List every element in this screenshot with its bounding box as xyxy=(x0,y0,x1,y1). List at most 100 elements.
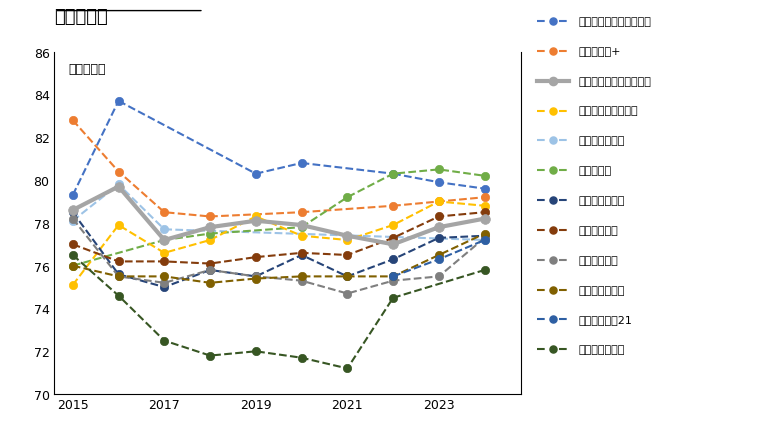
住友不動産販売 xyxy=(251,276,261,282)
Line: 大京穴吹不動産: 大京穴吹不動産 xyxy=(68,181,169,234)
三井のリハウス xyxy=(342,274,352,279)
センチュリー21 xyxy=(388,274,398,279)
大京穴吹不動産 xyxy=(114,182,123,187)
東急リバブル xyxy=(388,236,398,241)
東急リバブル xyxy=(159,259,169,265)
Text: 近鉄の仲介: 近鉄の仲介 xyxy=(579,166,612,176)
福屋不動産販売 xyxy=(205,353,215,358)
三井のリハウス xyxy=(205,268,215,273)
野村の仲介+ xyxy=(205,214,215,219)
東急リバブル xyxy=(205,261,215,267)
東急リバブル xyxy=(297,251,307,256)
三井のリハウス xyxy=(480,233,489,239)
Line: 東急リバブル: 東急リバブル xyxy=(68,208,489,268)
長谷工の仲介 xyxy=(434,274,443,279)
三井住友トラスト不動産 xyxy=(480,216,489,222)
Text: センチュリー21: センチュリー21 xyxy=(579,315,633,325)
大成有楽不動産販売 xyxy=(388,223,398,228)
住友不動産販売 xyxy=(205,280,215,286)
長谷工の仲介 xyxy=(114,274,123,279)
三井のリハウス xyxy=(297,253,307,258)
Text: 長谷工の仲介: 長谷工の仲介 xyxy=(579,255,619,265)
大成有楽不動産販売 xyxy=(342,238,352,243)
住友不動産販売 xyxy=(388,274,398,279)
東急リバブル xyxy=(480,210,489,215)
大成有楽不動産販売 xyxy=(159,251,169,256)
福屋不動産販売 xyxy=(342,366,352,371)
福屋不動産販売 xyxy=(388,296,398,301)
Line: 大成有楽不動産販売: 大成有楽不動産販売 xyxy=(68,198,489,290)
大成有楽不動産販売 xyxy=(205,238,215,243)
住友不動産販売 xyxy=(297,274,307,279)
大成有楽不動産販売 xyxy=(297,233,307,239)
三井住友トラスト不動産 xyxy=(68,208,78,213)
野村の仲介+ xyxy=(159,210,169,215)
住友不動産販売 xyxy=(159,274,169,279)
三井のリハウス xyxy=(68,210,78,215)
長谷工の仲介 xyxy=(342,291,352,297)
東急リバブル xyxy=(114,259,123,265)
長谷工の仲介 xyxy=(480,236,489,241)
Text: 野村の仲介+: 野村の仲介+ xyxy=(579,47,622,57)
住友不動産販売 xyxy=(114,274,123,279)
大成有楽不動産販売 xyxy=(68,283,78,288)
大成有楽不動産販売 xyxy=(480,204,489,209)
センチュリー21 xyxy=(480,238,489,243)
住友林業ホームサービス xyxy=(114,99,123,104)
大成有楽不動産販売 xyxy=(434,199,443,205)
住友不動産販売 xyxy=(68,263,78,268)
大京穴吹不動産 xyxy=(159,227,169,233)
三井のリハウス xyxy=(251,274,261,279)
Text: 福屋不動産販売: 福屋不動産販売 xyxy=(579,345,626,354)
東急リバブル xyxy=(68,242,78,247)
野村の仲介+ xyxy=(114,170,123,175)
住友林業ホームサービス xyxy=(68,193,78,198)
Text: マンション: マンション xyxy=(54,8,108,26)
住友不動産販売 xyxy=(480,231,489,237)
長谷工の仲介 xyxy=(159,280,169,286)
三井住友トラスト不動産 xyxy=(114,184,123,190)
三井住友トラスト不動産 xyxy=(205,225,215,230)
三井のリハウス xyxy=(114,272,123,277)
大京穴吹不動産 xyxy=(68,219,78,224)
Text: 住友不動産販売: 住友不動産販売 xyxy=(579,285,626,295)
三井住友トラスト不動産 xyxy=(159,238,169,243)
大成有楽不動産販売 xyxy=(114,223,123,228)
Line: 住友林業ホームサービス: 住友林業ホームサービス xyxy=(68,98,123,200)
長谷工の仲介 xyxy=(205,268,215,273)
Text: 三井のリハウス: 三井のリハウス xyxy=(579,196,626,205)
三井住友トラスト不動産 xyxy=(297,223,307,228)
長谷工の仲介 xyxy=(297,279,307,284)
三井住友トラスト不動産 xyxy=(251,219,261,224)
Line: 三井住友トラスト不動産: 三井住友トラスト不動産 xyxy=(68,182,489,250)
三井住友トラスト不動産 xyxy=(342,233,352,239)
三井のリハウス xyxy=(388,257,398,262)
三井住友トラスト不動産 xyxy=(434,225,443,230)
Text: 大成有楽不動産販売: 大成有楽不動産販売 xyxy=(579,106,639,116)
福屋不動産販売 xyxy=(159,338,169,343)
Text: 三井住友トラスト不動産: 三井住友トラスト不動産 xyxy=(579,77,652,86)
Line: 野村の仲介+: 野村の仲介+ xyxy=(68,117,214,221)
東急リバブル xyxy=(251,255,261,260)
大成有楽不動産販売 xyxy=(251,214,261,219)
センチュリー21 xyxy=(434,257,443,262)
Line: 長谷工の仲介: 長谷工の仲介 xyxy=(68,215,489,298)
長谷工の仲介 xyxy=(388,279,398,284)
三井住友トラスト不動産 xyxy=(388,242,398,247)
Text: 大京穴吹不動産: 大京穴吹不動産 xyxy=(579,136,626,146)
Text: 顧客満足度: 顧客満足度 xyxy=(68,63,106,76)
福屋不動産販売 xyxy=(114,293,123,299)
東急リバブル xyxy=(434,214,443,219)
三井のリハウス xyxy=(159,285,169,290)
三井のリハウス xyxy=(434,236,443,241)
Line: 三井のリハウス: 三井のリハウス xyxy=(68,208,489,292)
Line: センチュリー21: センチュリー21 xyxy=(389,237,489,281)
長谷工の仲介 xyxy=(251,274,261,279)
東急リバブル xyxy=(342,253,352,258)
Text: 住友林業ホームサービス: 住友林業ホームサービス xyxy=(579,17,652,27)
住友不動産販売 xyxy=(434,253,443,258)
福屋不動産販売 xyxy=(68,253,78,258)
野村の仲介+ xyxy=(68,118,78,124)
福屋不動産販売 xyxy=(251,349,261,354)
Text: 東急リバブル: 東急リバブル xyxy=(579,226,619,235)
